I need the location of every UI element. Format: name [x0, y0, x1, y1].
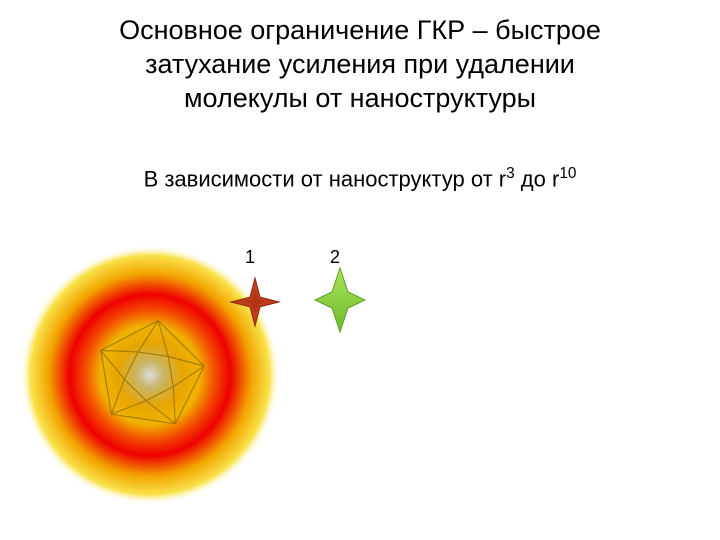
title-line-1: Основное ограничение ГКР – быстрое — [119, 15, 601, 45]
subtitle-exp-2: 10 — [559, 165, 576, 182]
molecule-far-star-icon — [308, 265, 372, 335]
slide-title: Основное ограничение ГКР – быстрое затух… — [40, 14, 680, 115]
slide-subtitle: В зависимости от наноструктур от r3 до r… — [40, 165, 680, 192]
subtitle-mid: до r — [515, 166, 560, 191]
subtitle-exp-1: 3 — [506, 165, 515, 182]
subtitle-prefix: В зависимости от наноструктур от r — [144, 166, 507, 191]
diagram-area: 1 2 — [20, 235, 380, 535]
title-line-3: молекулы от наноструктуры — [184, 83, 536, 113]
slide: Основное ограничение ГКР – быстрое затух… — [0, 0, 720, 540]
title-line-2: затухание усиления при удалении — [145, 49, 575, 79]
molecule-near-star-icon — [228, 275, 282, 329]
